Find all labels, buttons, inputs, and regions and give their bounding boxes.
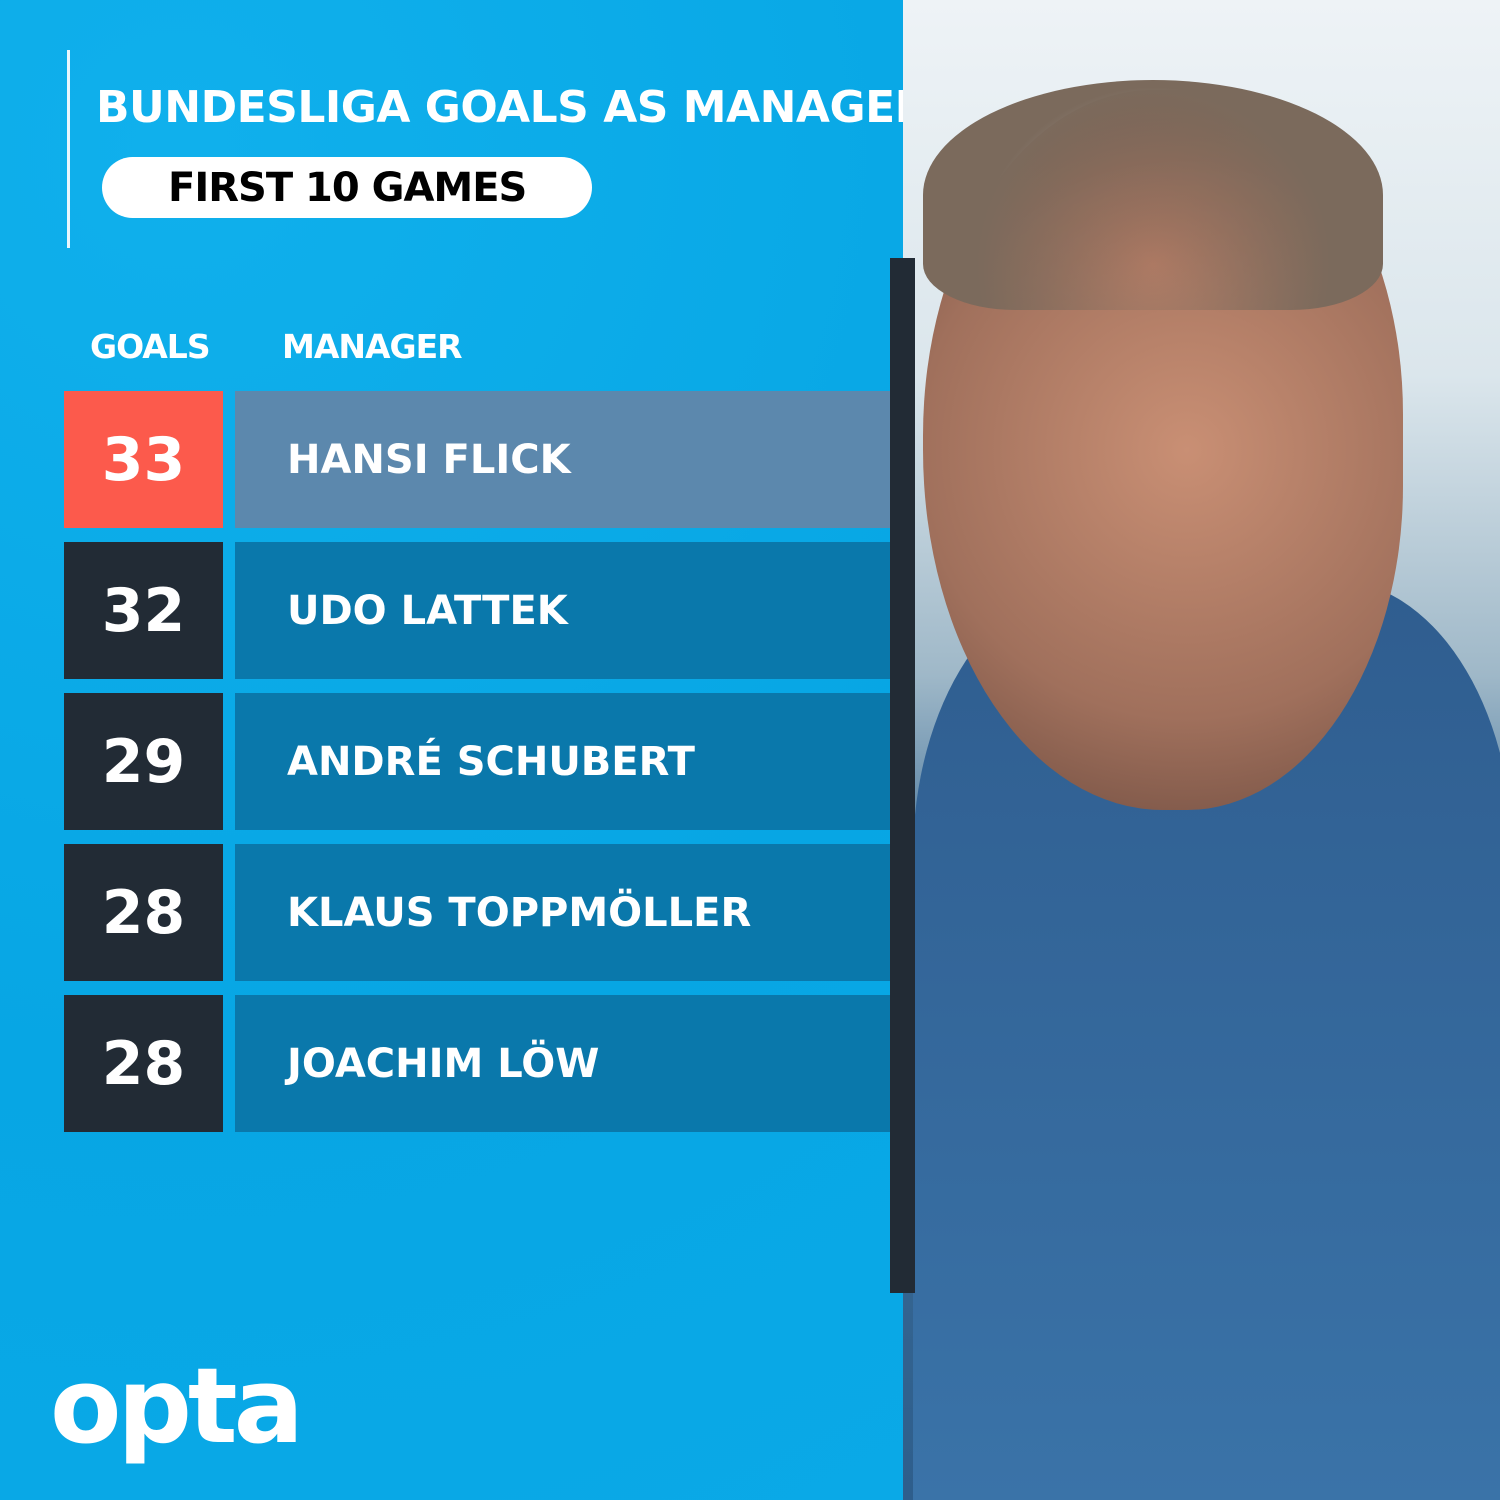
manager-name: ANDRÉ SCHUBERT	[235, 693, 890, 830]
table-row: 28 KLAUS TOPPMÖLLER	[64, 844, 890, 981]
column-header-manager: MANAGER	[282, 327, 463, 366]
manager-name: KLAUS TOPPMÖLLER	[235, 844, 890, 981]
goals-value: 29	[64, 693, 223, 830]
goals-value: 32	[64, 542, 223, 679]
goals-value: 28	[64, 844, 223, 981]
manager-name: UDO LATTEK	[235, 542, 890, 679]
hair	[923, 80, 1383, 310]
table-row: 29 ANDRÉ SCHUBERT	[64, 693, 890, 830]
opta-logo: opta	[50, 1345, 304, 1467]
title-accent-line	[67, 50, 70, 248]
manager-photo	[903, 0, 1500, 1500]
column-header-goals: GOALS	[90, 327, 211, 366]
table-row: 33 HANSI FLICK	[64, 391, 890, 528]
divider-bar	[890, 258, 915, 1293]
subtitle: FIRST 10 GAMES	[168, 165, 527, 211]
goals-value: 28	[64, 995, 223, 1132]
manager-name: HANSI FLICK	[235, 391, 890, 528]
chart-title: BUNDESLIGA GOALS AS MANAGER	[96, 82, 929, 133]
subtitle-pill: FIRST 10 GAMES	[102, 157, 592, 218]
goals-value: 33	[64, 391, 223, 528]
table-row: 32 UDO LATTEK	[64, 542, 890, 679]
manager-name: JOACHIM LÖW	[235, 995, 890, 1132]
table-row: 28 JOACHIM LÖW	[64, 995, 890, 1132]
